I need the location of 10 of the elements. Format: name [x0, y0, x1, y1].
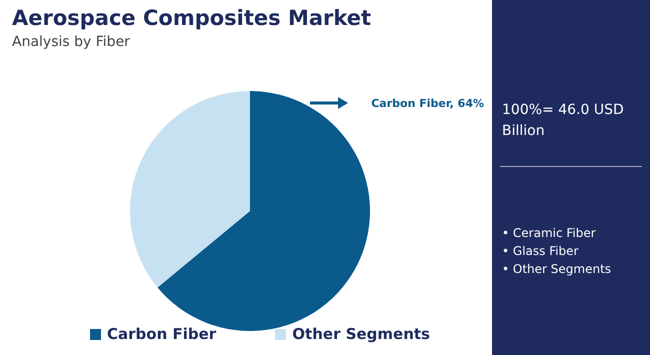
text: • Ceramic Fiber: [502, 225, 597, 242]
text: • Other Segments: [502, 261, 612, 278]
chart-subtitle: Analysis by Fiber: [12, 34, 130, 50]
legend-label: Carbon Fiber: [106, 325, 216, 343]
legend-label: Other Segments: [291, 325, 430, 343]
chart-title: Aerospace Composites Market: [12, 6, 372, 30]
data-label: Carbon Fiber, 64%: [371, 97, 484, 110]
text: • Glass Fiber: [502, 243, 580, 260]
text: 100%= 46.0 USD Billion: [502, 101, 625, 141]
pie-slice: [130, 91, 250, 288]
